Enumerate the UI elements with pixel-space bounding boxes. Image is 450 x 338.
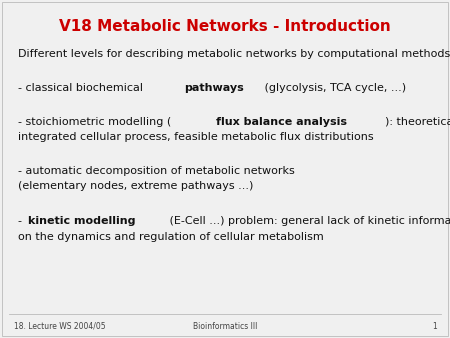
Text: (elementary nodes, extreme pathways ...): (elementary nodes, extreme pathways ...) bbox=[18, 181, 253, 191]
Text: integrated cellular process, feasible metabolic flux distributions: integrated cellular process, feasible me… bbox=[18, 132, 373, 142]
Text: ): theoretical capabilities of an: ): theoretical capabilities of an bbox=[385, 117, 450, 127]
FancyBboxPatch shape bbox=[2, 2, 448, 336]
Text: - stoichiometric modelling (: - stoichiometric modelling ( bbox=[18, 117, 171, 127]
Text: (glycolysis, TCA cycle, ...): (glycolysis, TCA cycle, ...) bbox=[261, 83, 406, 93]
Text: - classical biochemical: - classical biochemical bbox=[18, 83, 147, 93]
Text: flux balance analysis: flux balance analysis bbox=[216, 117, 347, 127]
Text: 18. Lecture WS 2004/05: 18. Lecture WS 2004/05 bbox=[14, 322, 105, 331]
Text: -: - bbox=[18, 216, 26, 226]
Text: 1: 1 bbox=[432, 322, 436, 331]
Text: on the dynamics and regulation of cellular metabolism: on the dynamics and regulation of cellul… bbox=[18, 232, 324, 242]
Text: kinetic modelling: kinetic modelling bbox=[28, 216, 135, 226]
Text: V18 Metabolic Networks - Introduction: V18 Metabolic Networks - Introduction bbox=[59, 19, 391, 33]
Text: pathways: pathways bbox=[184, 83, 243, 93]
Text: (E-Cell ...) problem: general lack of kinetic information: (E-Cell ...) problem: general lack of ki… bbox=[166, 216, 450, 226]
Text: - automatic decomposition of metabolic networks: - automatic decomposition of metabolic n… bbox=[18, 166, 295, 176]
Text: Bioinformatics III: Bioinformatics III bbox=[193, 322, 257, 331]
Text: Different levels for describing metabolic networks by computational methods:: Different levels for describing metaboli… bbox=[18, 49, 450, 59]
